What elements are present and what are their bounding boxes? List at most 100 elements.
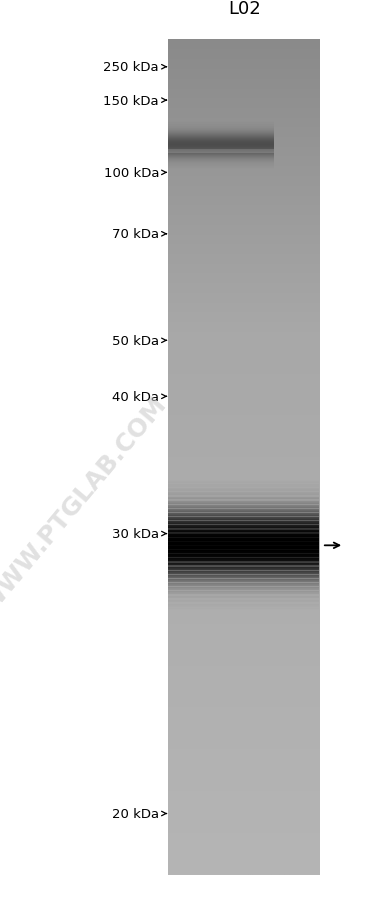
Text: 50 kDa: 50 kDa <box>112 335 159 347</box>
Bar <box>168 511 319 512</box>
Bar <box>168 599 319 601</box>
Bar <box>168 485 319 488</box>
Bar <box>168 502 319 503</box>
Bar <box>168 123 274 124</box>
Bar <box>168 568 319 571</box>
Bar <box>168 550 319 552</box>
Bar <box>168 605 319 608</box>
Bar <box>168 574 319 576</box>
Bar <box>168 494 319 497</box>
Bar <box>168 576 319 579</box>
Bar <box>168 527 319 529</box>
Bar <box>168 155 274 158</box>
Bar <box>168 511 319 514</box>
Bar <box>168 159 274 161</box>
Bar <box>168 510 319 511</box>
Bar <box>168 593 319 594</box>
Bar <box>168 561 319 563</box>
Bar <box>168 138 274 140</box>
Bar <box>168 525 319 528</box>
Bar <box>168 161 274 162</box>
Bar <box>168 541 319 543</box>
Bar <box>168 557 319 559</box>
Bar <box>168 157 274 159</box>
Bar <box>168 504 319 506</box>
Bar <box>168 522 319 525</box>
Bar <box>168 141 274 143</box>
Bar <box>168 584 319 586</box>
Bar <box>168 137 274 139</box>
Bar <box>168 556 319 557</box>
Bar <box>168 558 319 560</box>
Bar <box>168 534 319 537</box>
Bar <box>168 151 274 152</box>
Bar <box>168 129 274 131</box>
Bar <box>168 166 274 168</box>
Bar <box>168 533 319 535</box>
Bar <box>168 595 319 597</box>
Bar <box>168 143 274 145</box>
Bar <box>168 545 319 547</box>
Bar <box>168 482 319 483</box>
Bar <box>168 563 319 566</box>
Bar <box>168 559 319 562</box>
Bar <box>168 567 319 569</box>
Bar <box>168 531 319 534</box>
Text: 100 kDa: 100 kDa <box>104 167 159 179</box>
Text: 250 kDa: 250 kDa <box>104 61 159 74</box>
Text: 40 kDa: 40 kDa <box>112 391 159 403</box>
Bar <box>168 580 319 583</box>
Text: 20 kDa: 20 kDa <box>112 807 159 820</box>
Bar <box>168 502 319 505</box>
Bar <box>168 590 319 592</box>
Bar <box>168 135 274 137</box>
Bar <box>168 499 319 501</box>
Bar <box>168 600 319 603</box>
Bar <box>168 483 319 485</box>
Text: 150 kDa: 150 kDa <box>104 95 159 107</box>
Bar <box>168 548 319 549</box>
Bar <box>168 152 274 154</box>
Bar <box>168 597 319 600</box>
Bar <box>168 136 274 138</box>
Text: 70 kDa: 70 kDa <box>112 228 159 241</box>
Bar <box>168 554 319 557</box>
Bar <box>168 131 274 133</box>
Bar <box>168 594 319 596</box>
Bar <box>168 126 274 129</box>
Bar <box>168 148 274 151</box>
Bar <box>168 570 319 572</box>
Bar <box>168 553 319 555</box>
Bar <box>168 591 319 594</box>
Bar <box>168 122 274 124</box>
Bar <box>168 603 319 605</box>
Bar <box>168 530 319 532</box>
Bar <box>168 133 274 136</box>
Bar <box>168 128 274 130</box>
Bar <box>168 546 319 548</box>
Text: 30 kDa: 30 kDa <box>112 528 159 540</box>
Bar <box>168 519 319 520</box>
Bar <box>168 588 319 591</box>
Bar <box>168 160 274 161</box>
Bar <box>168 125 274 127</box>
Bar <box>168 571 319 574</box>
Bar <box>168 487 319 489</box>
Bar <box>168 507 319 509</box>
Bar <box>168 154 274 156</box>
Bar <box>168 608 319 611</box>
Bar <box>168 480 319 483</box>
Bar <box>168 514 319 517</box>
Bar <box>168 542 319 545</box>
Bar <box>168 158 274 160</box>
Bar <box>168 583 319 585</box>
Bar <box>168 492 319 494</box>
Bar <box>168 490 319 492</box>
Bar <box>168 565 319 566</box>
Bar <box>168 168 274 170</box>
Text: L02: L02 <box>228 0 260 18</box>
Bar <box>168 164 274 166</box>
Bar <box>168 144 274 146</box>
Bar <box>168 579 319 581</box>
Bar <box>168 146 274 148</box>
